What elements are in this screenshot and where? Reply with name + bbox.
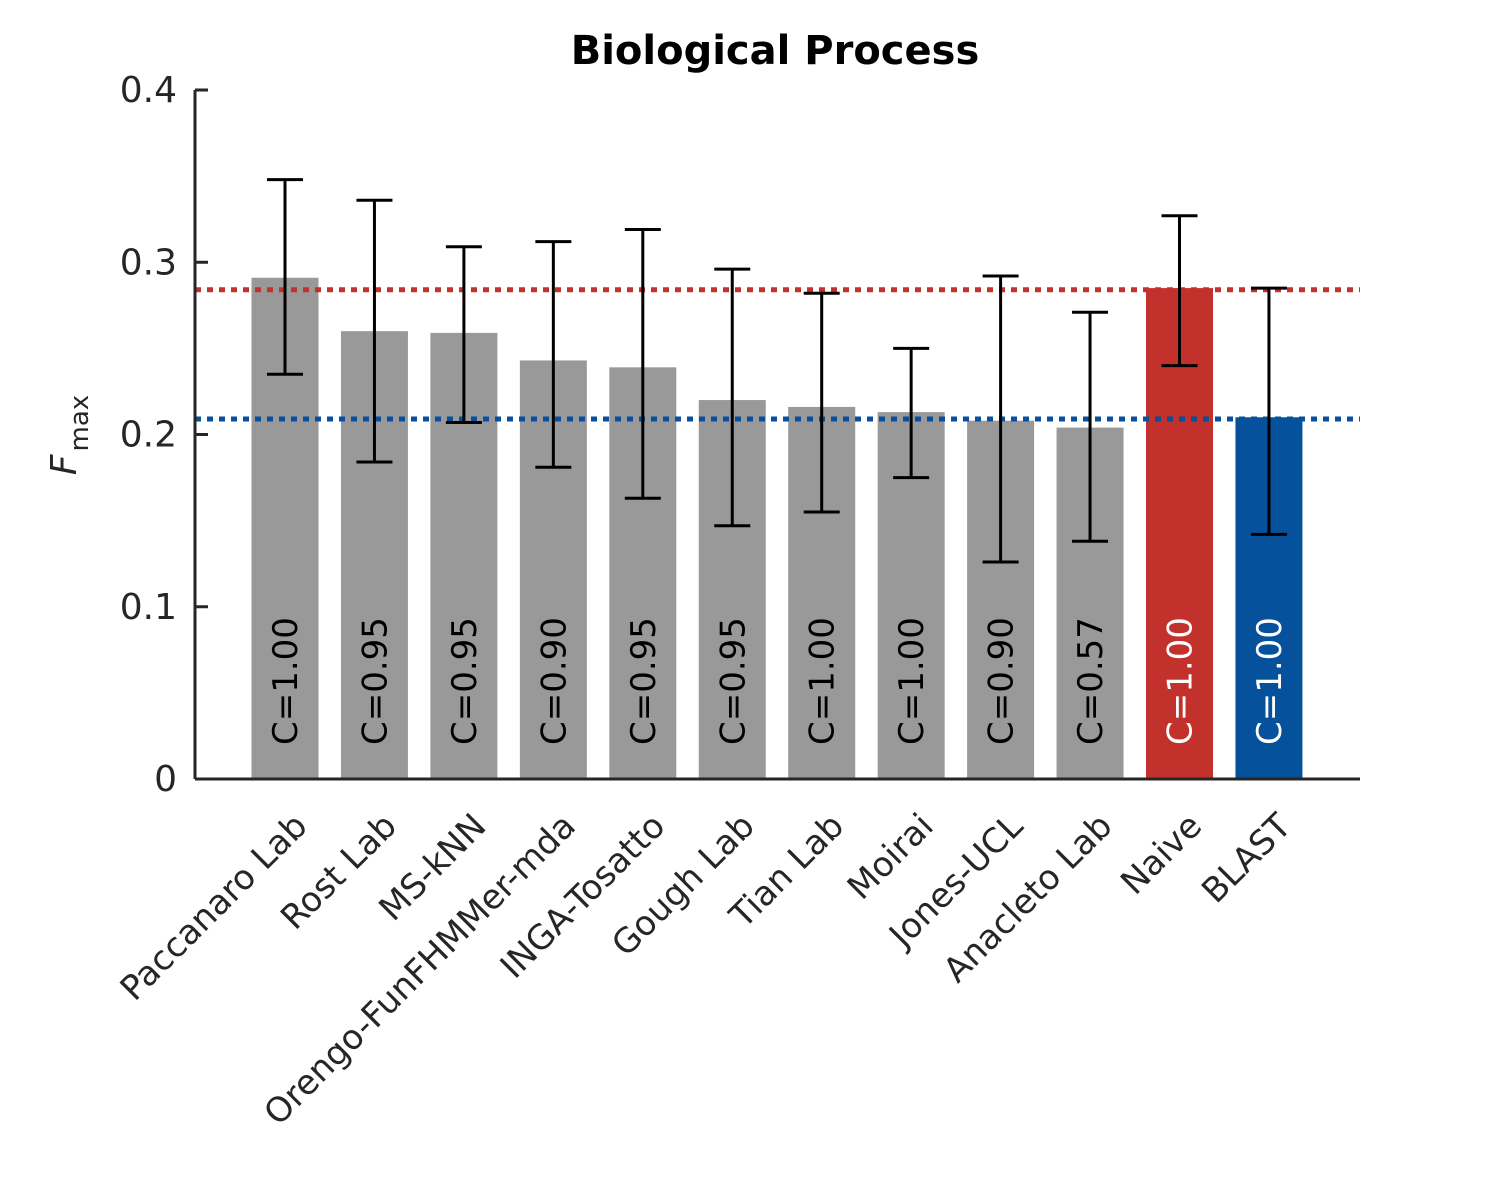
error-bar	[535, 240, 572, 469]
coverage-label: C=0.95	[624, 617, 664, 745]
coverage-label: C=1.00	[892, 617, 932, 745]
coverage-label: C=0.95	[445, 617, 485, 745]
coverage-label: C=0.95	[713, 617, 753, 745]
coverage-label: C=1.00	[1250, 617, 1290, 745]
y-ticks: 0 0.1 0.2 0.3 0.4	[120, 70, 208, 800]
coverage-label: C=0.57	[1071, 617, 1111, 745]
error-bar	[893, 346, 930, 480]
coverage-label: C=0.95	[355, 617, 395, 745]
y-axis-label: Fmax	[44, 395, 95, 475]
y-axis-label-main: F	[44, 453, 85, 475]
error-bar	[803, 291, 840, 514]
error-bar	[714, 267, 751, 528]
error-bar	[624, 228, 661, 500]
error-bar	[356, 198, 393, 464]
y-tick-label: 0.3	[120, 242, 177, 283]
error-bar	[1161, 214, 1198, 368]
error-bar	[445, 245, 482, 424]
coverage-label: C=1.00	[1161, 617, 1201, 745]
reference-lines-layer	[195, 287, 1360, 422]
error-bar	[267, 178, 303, 376]
coverage-label: C=1.00	[266, 617, 306, 745]
y-tick-label: 0.4	[120, 70, 177, 111]
coverage-label: C=0.90	[534, 617, 574, 745]
x-tick-label: Naive	[1113, 806, 1210, 903]
error-bar	[982, 274, 1019, 564]
bar	[1146, 288, 1213, 779]
x-tick-label: BLAST	[1194, 806, 1299, 911]
y-tick-label: 0.1	[120, 587, 177, 628]
coverage-label: C=0.90	[982, 617, 1022, 745]
error-bar	[1250, 286, 1287, 536]
coverage-label: C=1.00	[803, 617, 843, 745]
error-bars-layer	[267, 178, 1287, 564]
bars-layer	[251, 277, 1303, 779]
y-axis-label-sub: max	[65, 395, 95, 452]
y-tick-label: 0.2	[120, 415, 177, 456]
coverage-labels-layer: C=1.00 C=0.95 C=0.95 C=0.90 C=0.95 C=0.95 C=1.…	[266, 617, 1290, 745]
error-bar	[1072, 310, 1109, 543]
y-tick-label: 0	[154, 759, 177, 800]
chart-title: Biological Process	[571, 28, 980, 74]
